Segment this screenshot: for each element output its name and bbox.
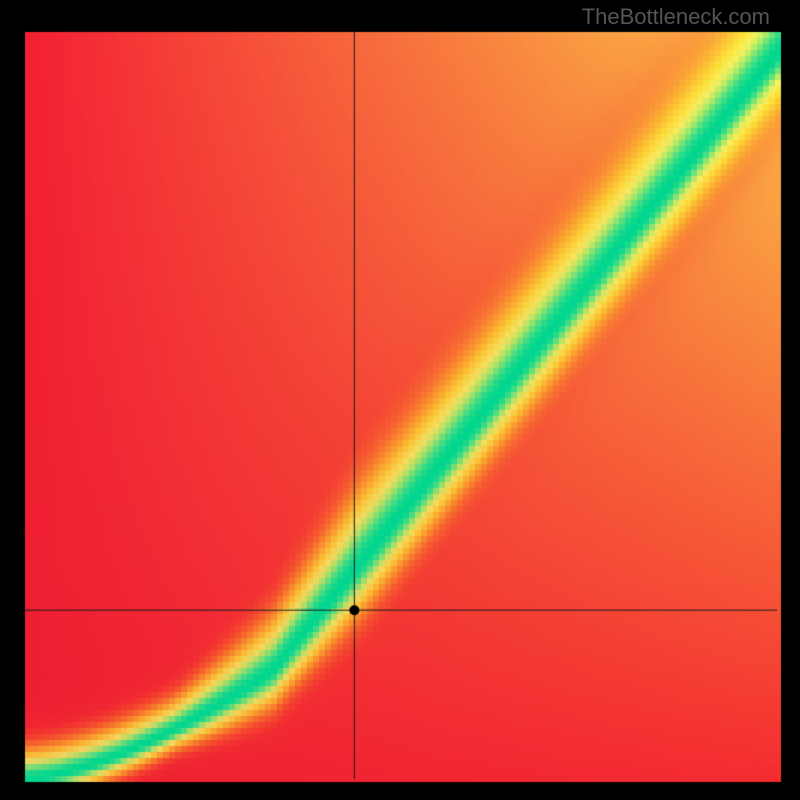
watermark-text: TheBottleneck.com xyxy=(582,4,770,30)
heatmap-canvas xyxy=(0,0,800,800)
chart-container: TheBottleneck.com xyxy=(0,0,800,800)
